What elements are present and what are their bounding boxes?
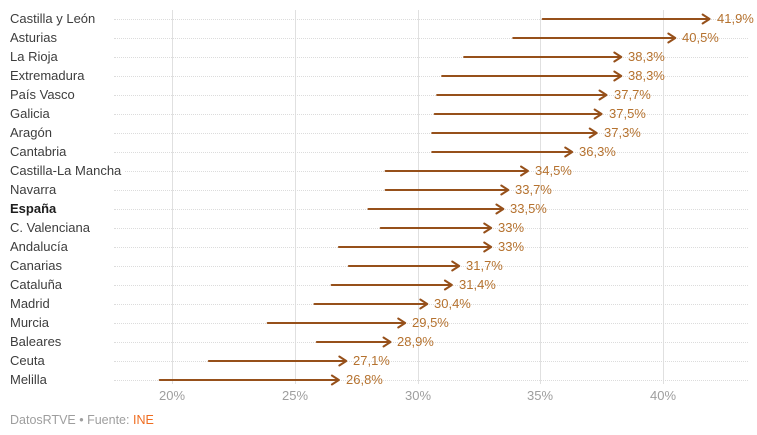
footer-source-prefix: Fuente: xyxy=(87,413,133,427)
category-label: Canarias xyxy=(10,258,67,273)
footer-brand: DatosRTVE xyxy=(10,413,76,427)
row-leader-line xyxy=(114,38,748,39)
x-tick-label: 35% xyxy=(526,388,554,403)
value-label: 37,3% xyxy=(604,125,641,140)
value-label: 27,1% xyxy=(353,353,390,368)
row-leader-line xyxy=(114,323,748,324)
row-leader-line xyxy=(114,152,748,153)
vertical-gridline xyxy=(295,10,296,384)
category-label: País Vasco xyxy=(10,87,79,102)
category-label: Extremadura xyxy=(10,68,89,83)
category-label: Navarra xyxy=(10,182,61,197)
category-label: Aragón xyxy=(10,125,56,140)
value-label: 26,8% xyxy=(346,372,383,387)
row-leader-line xyxy=(114,361,748,362)
vertical-gridline xyxy=(172,10,173,384)
arrow-head xyxy=(667,32,677,44)
row-leader-line xyxy=(114,95,748,96)
arrow-head xyxy=(397,317,407,329)
arrow-head xyxy=(443,279,453,291)
category-label: Murcia xyxy=(10,315,54,330)
row-leader-line xyxy=(114,380,748,381)
category-label: Castilla-La Mancha xyxy=(10,163,126,178)
arrow-head xyxy=(419,298,429,310)
category-label: Melilla xyxy=(10,372,51,387)
row-leader-line xyxy=(114,57,748,58)
category-label: Castilla y León xyxy=(10,11,100,26)
category-label: Cataluña xyxy=(10,277,67,292)
x-tick-label: 40% xyxy=(649,388,677,403)
x-tick-label: 30% xyxy=(404,388,432,403)
arrow-head xyxy=(338,355,348,367)
row-leader-line xyxy=(114,76,748,77)
category-label: La Rioja xyxy=(10,49,62,64)
footer-separator: • xyxy=(75,413,88,427)
arrow-head xyxy=(588,127,598,139)
value-label: 37,7% xyxy=(614,87,651,102)
row-leader-line xyxy=(114,304,748,305)
x-tick-label: 25% xyxy=(281,388,309,403)
footer: DatosRTVE • Fuente: INE xyxy=(10,413,154,427)
vertical-gridline xyxy=(418,10,419,384)
value-label: 31,7% xyxy=(466,258,503,273)
value-label: 34,5% xyxy=(535,163,572,178)
category-label: Madrid xyxy=(10,296,54,311)
arrow-head xyxy=(495,203,505,215)
vertical-gridline xyxy=(540,10,541,384)
row-leader-line xyxy=(114,114,748,115)
value-label: 29,5% xyxy=(412,315,449,330)
value-label: 36,3% xyxy=(579,144,616,159)
x-tick-label: 20% xyxy=(158,388,186,403)
arrow-head xyxy=(598,89,608,101)
value-label: 41,9% xyxy=(717,11,754,26)
arrow-head xyxy=(330,374,340,386)
arrow-head xyxy=(500,184,510,196)
arrow-head xyxy=(520,165,529,177)
row-leader-line xyxy=(114,133,748,134)
vertical-gridline xyxy=(663,10,664,384)
category-label: Asturias xyxy=(10,30,61,45)
arrow-head xyxy=(564,146,574,158)
arrow-head xyxy=(613,70,623,82)
value-label: 37,5% xyxy=(609,106,646,121)
value-label: 33% xyxy=(498,220,525,235)
row-leader-line xyxy=(114,19,748,20)
arrow-head xyxy=(451,260,461,272)
value-label: 28,9% xyxy=(397,334,434,349)
category-label: España xyxy=(10,201,61,216)
category-label: Baleares xyxy=(10,334,66,349)
category-label: Ceuta xyxy=(10,353,49,368)
arrow-head xyxy=(613,51,623,63)
value-label: 31,4% xyxy=(459,277,496,292)
category-label: Andalucía xyxy=(10,239,72,254)
arrow-head xyxy=(483,241,493,253)
value-label: 38,3% xyxy=(628,49,665,64)
category-label: Galicia xyxy=(10,106,54,121)
value-label: 30,4% xyxy=(434,296,471,311)
row-leader-line xyxy=(114,342,748,343)
value-label: 40,5% xyxy=(682,30,719,45)
category-label: Cantabria xyxy=(10,144,71,159)
value-label: 38,3% xyxy=(628,68,665,83)
footer-source-link[interactable]: INE xyxy=(132,413,154,427)
arrow-head xyxy=(483,222,493,234)
arrow-head xyxy=(701,13,711,25)
value-label: 33,7% xyxy=(515,182,552,197)
value-label: 33% xyxy=(498,239,525,254)
arrow-head xyxy=(593,108,603,120)
category-label: C. Valenciana xyxy=(10,220,94,235)
arrow-head xyxy=(382,336,392,348)
value-label: 33,5% xyxy=(510,201,547,216)
